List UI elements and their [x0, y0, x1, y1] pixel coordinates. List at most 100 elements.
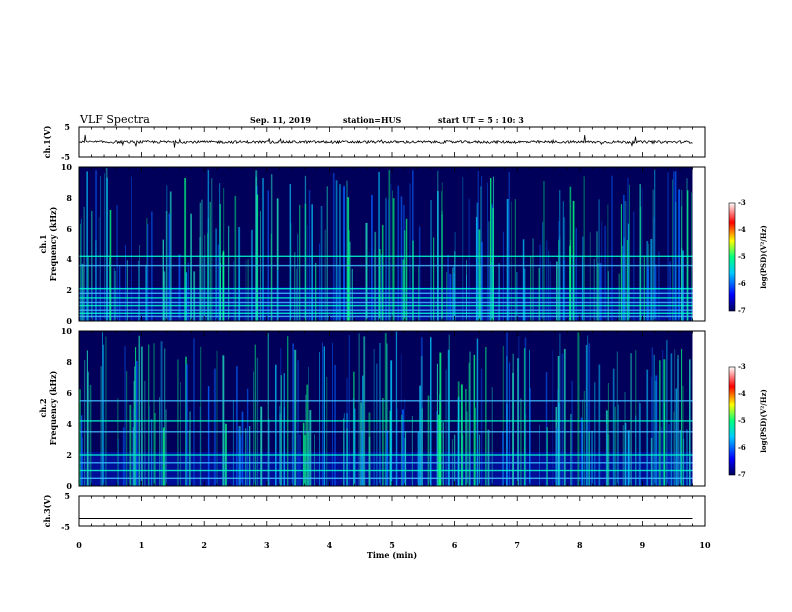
sferic-streak	[571, 380, 573, 486]
sferic-streak	[465, 389, 467, 486]
sferic-streak	[304, 435, 306, 486]
sferic-streak	[95, 170, 97, 321]
axis-ticks	[78, 127, 706, 526]
sferic-streak	[279, 405, 281, 486]
sferic-streak	[546, 427, 548, 486]
sferic-streak	[207, 169, 210, 321]
spec2-ytick-6: 6	[66, 388, 72, 398]
sferic-streak	[319, 243, 321, 321]
sferic-streak	[304, 177, 306, 321]
sferic-streak	[267, 333, 269, 486]
sferic-streak	[559, 333, 561, 486]
sferic-streak	[659, 360, 661, 486]
sferic-streak	[607, 204, 609, 321]
sferic-streak	[165, 409, 167, 486]
ch3-ytick-bottom: -5	[61, 522, 70, 532]
sferic-streak	[358, 333, 360, 486]
sferic-streak	[627, 430, 630, 486]
sferic-streak	[379, 343, 381, 486]
sferic-streak	[83, 206, 85, 321]
sferic-streak	[245, 260, 247, 321]
sferic-streak	[233, 260, 235, 321]
sferic-streak	[666, 340, 668, 486]
colorbar-ch2-tick-4: -4	[738, 389, 746, 398]
sferic-streak	[689, 359, 691, 486]
sferic-streak	[256, 357, 259, 486]
sferic-streak	[417, 431, 420, 486]
sferic-streak	[283, 373, 285, 486]
sferic-streak	[542, 222, 544, 321]
sferic-streak	[138, 260, 140, 321]
sferic-streak	[538, 267, 540, 321]
sferic-streak	[395, 331, 398, 486]
sferic-streak	[588, 343, 591, 486]
sferic-streak	[113, 267, 115, 321]
sferic-streak	[332, 172, 335, 321]
sferic-streak	[86, 171, 88, 321]
sferic-streak	[446, 272, 448, 321]
sferic-streak	[347, 197, 350, 321]
sferic-streak	[247, 259, 249, 321]
sferic-streak	[381, 224, 384, 321]
sferic-streak	[100, 366, 102, 486]
sferic-streak	[335, 180, 338, 321]
sferic-streak	[305, 394, 307, 486]
sferic-streak	[475, 217, 478, 321]
sferic-streak	[384, 333, 387, 486]
emission-line	[79, 292, 693, 294]
sferic-streak	[193, 338, 195, 486]
colorbar-ch1: -3 -4 -5 -6 -7 log(PSD)(V²/Hz)	[728, 198, 768, 315]
sferic-streak	[280, 375, 282, 486]
sferic-streak	[362, 375, 364, 486]
sferic-streak	[106, 177, 108, 321]
sferic-streak	[332, 342, 333, 486]
sferic-streak	[629, 184, 630, 321]
sferic-streak	[160, 341, 163, 486]
sferic-streak	[577, 332, 580, 486]
sferic-streak	[294, 349, 297, 486]
sferic-streak	[390, 360, 393, 486]
sferic-streak	[236, 366, 238, 486]
sferic-streak	[386, 430, 389, 486]
sferic-streak	[476, 338, 479, 486]
sferic-streak	[251, 229, 253, 321]
sferic-streak	[315, 263, 317, 321]
sferic-streak	[297, 360, 299, 486]
sferic-streak	[491, 204, 494, 321]
sferic-streak	[502, 431, 504, 486]
sferic-streak	[478, 434, 480, 486]
sferic-streak	[480, 368, 483, 486]
sferic-streak	[371, 194, 373, 321]
sferic-streak	[135, 361, 138, 486]
sferic-streak	[153, 343, 155, 486]
sferic-streak	[598, 199, 600, 321]
sferic-streak	[490, 178, 492, 321]
sferic-streak	[283, 407, 285, 486]
sferic-streak	[630, 353, 632, 486]
sferic-streak	[539, 244, 541, 321]
sferic-streak	[502, 231, 504, 321]
sferic-streak	[294, 252, 296, 321]
sferic-streak	[168, 213, 171, 321]
sferic-streak	[624, 201, 627, 321]
sferic-streak	[168, 273, 170, 321]
sferic-streak	[511, 201, 512, 321]
sferic-streak	[117, 398, 119, 486]
sferic-streak	[563, 348, 566, 486]
sferic-streak	[570, 414, 572, 486]
sferic-streak	[548, 250, 550, 321]
sferic-streak	[87, 371, 89, 486]
sferic-streak	[442, 422, 444, 486]
spec2-ytick-4: 4	[66, 419, 72, 429]
sferic-streak	[582, 419, 584, 486]
sferic-streak	[102, 344, 105, 486]
sferic-streak	[346, 428, 348, 486]
sferic-streak	[219, 183, 221, 321]
sferic-streak	[679, 430, 682, 486]
xtick-0: 0	[76, 540, 82, 550]
spectrogram-ch2	[78, 330, 706, 487]
sferic-streak	[445, 369, 447, 486]
sferic-streak	[361, 431, 363, 486]
sferic-streak	[204, 235, 206, 321]
sferic-streak	[228, 225, 230, 321]
